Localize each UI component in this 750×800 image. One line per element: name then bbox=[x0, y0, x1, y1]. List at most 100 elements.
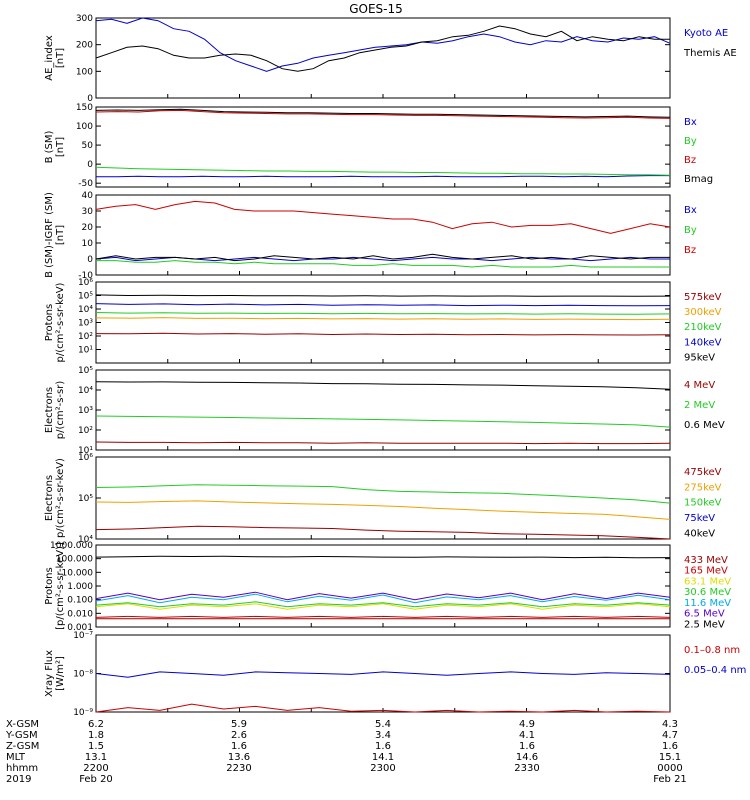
y-tick-label: 0.010 bbox=[67, 609, 93, 619]
legend-entry: 4 MeV bbox=[684, 380, 715, 391]
series-line-by bbox=[95, 166, 671, 176]
panel-electrons_mev: 10¹ 10² 10³ 10⁴ 10⁵ Electrons p/(cm²-s-sr) 4 Me… bbox=[44, 366, 725, 456]
ephemeris-footer: X-GSM 6.2 5.9 5.4 4.9 4.3 Y-GSM 1.8 2.6 3.4 4.1 4.7… bbox=[5, 719, 687, 785]
y-tick-label: 40 bbox=[82, 191, 94, 201]
y-tick-label: 10⁴ bbox=[78, 305, 93, 315]
series-line-0-05-0-4-nm bbox=[95, 671, 671, 678]
legend-entry: 475keV bbox=[684, 467, 722, 478]
legend-entry: 275keV bbox=[684, 482, 722, 493]
panel-frame bbox=[95, 281, 671, 364]
y-tick-label: 10⁴ bbox=[78, 535, 93, 545]
legend-entry: 63.1 MeV bbox=[684, 576, 731, 587]
series-line-6-5-mev bbox=[95, 591, 671, 601]
series-line-165-mev bbox=[95, 615, 671, 618]
footer-value: 15.1 bbox=[659, 752, 681, 763]
footer-value: 14.1 bbox=[372, 752, 394, 763]
y-tick-label: 100 bbox=[76, 67, 93, 77]
y-tick-label: 10⁶ bbox=[78, 278, 93, 288]
y-tick-label: 0.100 bbox=[67, 596, 93, 606]
footer-row-label: X-GSM bbox=[6, 719, 39, 730]
y-tick-label: 100 bbox=[76, 122, 93, 132]
footer-value: 1.8 bbox=[88, 730, 104, 741]
y-tick-label: 10.000 bbox=[62, 568, 94, 578]
y-tick-label: 10¹ bbox=[78, 446, 93, 456]
y-tick-label: 10⁵ bbox=[78, 494, 93, 504]
y-axis-label: [W/m²] bbox=[55, 656, 66, 691]
legend-entry: 75keV bbox=[684, 513, 715, 524]
series-line-kyoto-ae bbox=[95, 17, 671, 72]
legend-entry: Bx bbox=[684, 117, 697, 128]
panel-bsm: -50 0 50 100 150 B (SM) [nT] Bx By Bz Bmag bbox=[44, 103, 713, 189]
series-line-bz bbox=[95, 109, 671, 119]
y-tick-label: -10 bbox=[78, 271, 93, 281]
footer-value: 2200 bbox=[83, 763, 108, 774]
legend-entry: Bmag bbox=[684, 174, 713, 185]
footer-value: 4.9 bbox=[519, 719, 535, 730]
legend-entry: Themis AE bbox=[683, 48, 737, 59]
panel-frame bbox=[95, 194, 671, 276]
y-tick-label: 10³ bbox=[78, 406, 93, 416]
footer-value: 1.5 bbox=[88, 741, 104, 752]
y-tick-label: 1.000 bbox=[67, 582, 93, 592]
y-axis-label: p/(cm²-s-sr) bbox=[55, 381, 66, 440]
legend-entry: 6.5 MeV bbox=[684, 609, 725, 620]
y-tick-label: 10² bbox=[78, 426, 93, 436]
series-line-40kev bbox=[95, 525, 671, 540]
footer-value: 6.2 bbox=[88, 719, 104, 730]
y-tick-label: 10⁻⁹ bbox=[73, 708, 93, 718]
y-tick-label: 10⁴ bbox=[78, 386, 93, 396]
legend-entry: 433 MeV bbox=[684, 555, 728, 566]
series-line-63-1-mev bbox=[95, 603, 671, 610]
legend-entry: 0.1–0.8 nm bbox=[684, 645, 740, 656]
panel-frame bbox=[95, 106, 671, 188]
series-line-30-6-mev bbox=[95, 601, 671, 608]
y-tick-label: 10² bbox=[78, 332, 93, 342]
panel-ae: 0 100 200 300 AE_index [nT] Kyoto AE Themis AE bbox=[44, 14, 737, 104]
footer-value: 1.6 bbox=[375, 741, 391, 752]
y-tick-label: 100.000 bbox=[56, 555, 93, 565]
y-axis-label: [nT] bbox=[55, 48, 66, 68]
series-line-210kev bbox=[95, 312, 671, 315]
series-line-150kev bbox=[95, 484, 671, 504]
series-line-95kev bbox=[95, 332, 671, 336]
footer-value: Feb 20 bbox=[79, 774, 113, 785]
y-axis-label: [nT] bbox=[55, 225, 66, 245]
legend-entry: 300keV bbox=[684, 307, 722, 318]
series-line-140kev bbox=[95, 317, 671, 321]
series-line-433-mev bbox=[95, 555, 671, 559]
footer-value: 14.6 bbox=[516, 752, 538, 763]
series-line-11-6-mev bbox=[95, 593, 671, 604]
legend-entry: 165 MeV bbox=[684, 566, 728, 577]
legend-entry: 95keV bbox=[684, 352, 715, 363]
y-tick-label: 0 bbox=[87, 255, 93, 265]
y-tick-label: -50 bbox=[78, 179, 93, 189]
series-line-4-mev bbox=[95, 441, 671, 445]
y-axis-label: B (SM) bbox=[44, 130, 55, 163]
footer-value: 5.4 bbox=[375, 719, 391, 730]
y-axis-label: p/(cm²-s-sr-keV) bbox=[55, 282, 66, 362]
legend-entry: 11.6 MeV bbox=[684, 598, 731, 609]
footer-value: 1.6 bbox=[519, 741, 535, 752]
y-axis-label: Electrons bbox=[44, 387, 55, 433]
y-tick-label: 10⁻⁷ bbox=[73, 631, 93, 641]
y-tick-label: 10⁻⁸ bbox=[73, 670, 93, 680]
y-tick-label: 200 bbox=[76, 41, 93, 51]
series-line-bz bbox=[95, 200, 671, 234]
series-line-300kev bbox=[95, 303, 671, 307]
legend-entry: By bbox=[684, 225, 697, 236]
legend-entry: 575keV bbox=[684, 292, 722, 303]
footer-value: 13.1 bbox=[85, 752, 107, 763]
y-tick-label: 10⁵ bbox=[78, 366, 93, 376]
legend-entry: 150keV bbox=[684, 498, 722, 509]
footer-value: 1.6 bbox=[231, 741, 247, 752]
footer-value: 2.6 bbox=[231, 730, 247, 741]
series-line-0-6-mev bbox=[95, 381, 671, 390]
footer-value: 1.6 bbox=[662, 741, 678, 752]
y-tick-label: 0 bbox=[87, 94, 93, 104]
series-line-575kev bbox=[95, 294, 671, 297]
series-line-0-1-0-8-nm bbox=[95, 703, 671, 713]
series-line-2-mev bbox=[95, 415, 671, 428]
panel-protons_mev: 0.001 0.010 0.100 1.000 10.000 100.000 1000.00… bbox=[44, 541, 731, 633]
y-axis-label: AE_index bbox=[44, 35, 55, 81]
